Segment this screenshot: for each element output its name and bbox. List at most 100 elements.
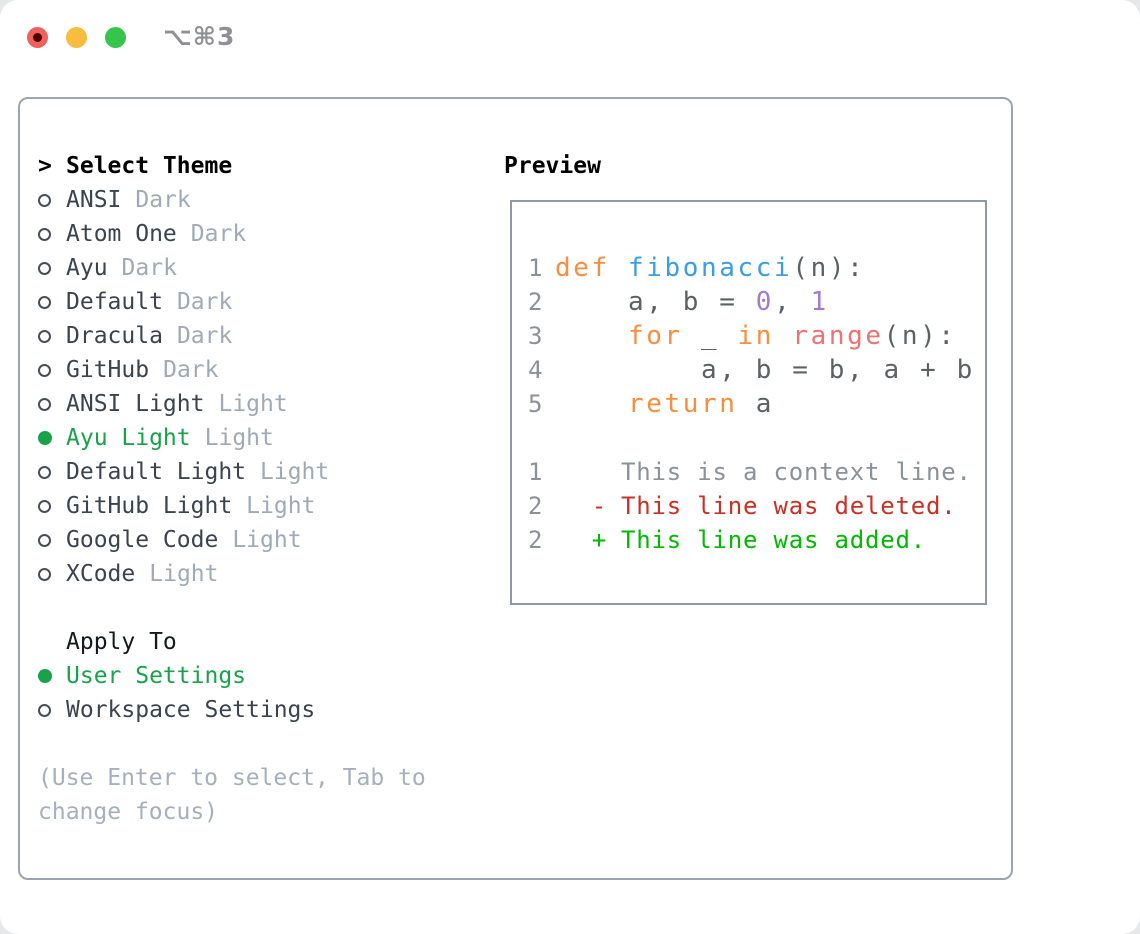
diff-lines: 1 This is a context line. 2 - This line was … — [528, 455, 985, 557]
line-number: 4 — [528, 356, 543, 384]
theme-item-label: GitHub Light — [66, 493, 233, 519]
menu-title-row: > Select Theme — [38, 149, 468, 183]
minimize-button-icon[interactable] — [66, 26, 87, 48]
theme-item-tag: Dark — [176, 289, 233, 315]
close-button-icon[interactable] — [27, 26, 48, 48]
radio-cell — [38, 353, 66, 387]
theme-item-tag: Light — [260, 459, 330, 485]
radio-cell — [38, 387, 66, 421]
window-shortcut-label: ⌥⌘3 — [163, 22, 236, 51]
diff-text: This is a context line. — [621, 458, 972, 486]
theme-item-label: GitHub — [66, 357, 150, 383]
line-number: 2 — [528, 526, 544, 554]
preview-title: Preview — [504, 153, 601, 179]
theme-item-label: Atom One — [66, 221, 177, 247]
code-line: 2 a, b = 0, 1 — [528, 285, 985, 319]
radio-icon — [38, 193, 51, 207]
theme-item-dracula[interactable]: Dracula Dark — [38, 319, 468, 353]
radio-icon — [38, 363, 51, 377]
radio-icon — [38, 397, 51, 411]
theme-item-ansi-light[interactable]: ANSI Light Light — [38, 387, 468, 421]
theme-item-google-code[interactable]: Google Code Light — [38, 523, 468, 557]
code-segment-text — [555, 387, 628, 421]
code-segment-number: 1 — [810, 287, 829, 317]
code-line: 1 def fibonacci (n): — [528, 251, 985, 285]
hint-text: (Use Enter to select, Tab to change focu… — [38, 765, 426, 825]
theme-item-label: ANSI — [66, 187, 122, 213]
theme-item-github[interactable]: GitHub Dark — [38, 353, 468, 387]
radio-icon — [38, 567, 51, 581]
code-segment-text: , — [774, 287, 811, 317]
radio-cell — [38, 693, 66, 727]
theme-item-tag: Light — [149, 561, 219, 587]
diff-mark: + — [591, 526, 607, 554]
theme-item-tag: Light — [204, 425, 274, 451]
radio-icon — [38, 703, 51, 717]
theme-item-github-light[interactable]: GitHub Light Light — [38, 489, 468, 523]
theme-item-label: Default Light — [66, 459, 247, 485]
radio-icon — [38, 227, 51, 241]
settings-panel: > Select Theme ANSI Dark Atom One Dark Ayu Da… — [18, 97, 1013, 880]
theme-item-ansi[interactable]: ANSI Dark — [38, 183, 468, 217]
apply-option-label: User Settings — [66, 663, 247, 689]
diff-mark — [555, 455, 607, 489]
radio-selected-icon — [38, 431, 52, 445]
code-line: 4 a, b = b, a + b — [528, 353, 985, 387]
line-number: 3 — [528, 322, 543, 350]
line-number: 1 — [528, 254, 543, 282]
apply-option-label: Workspace Settings — [66, 697, 316, 723]
radio-cell — [38, 455, 66, 489]
code-segment-text: _ — [682, 321, 738, 351]
menu-title: Select Theme — [66, 153, 233, 179]
code-segment-text — [555, 319, 628, 353]
diff-line-added: 2 + This line was added. — [528, 523, 985, 557]
code-segment-text: a, b = — [555, 287, 756, 317]
theme-item-label: Dracula — [66, 323, 163, 349]
theme-item-tag: Dark — [135, 187, 191, 213]
theme-item-label: XCode — [66, 561, 136, 587]
theme-item-label: Ayu — [66, 255, 108, 281]
theme-list: ANSI Dark Atom One Dark Ayu Dark Default Dark Dr… — [38, 183, 468, 591]
theme-item-ayu[interactable]: Ayu Dark — [38, 251, 468, 285]
zoom-button-icon[interactable] — [105, 26, 126, 48]
theme-item-tag: Dark — [163, 357, 219, 383]
theme-item-tag: Dark — [176, 323, 233, 349]
theme-item-label: Default — [66, 289, 163, 315]
theme-item-default-light[interactable]: Default Light Light — [38, 455, 468, 489]
code-segment-text: a, b = b, a + b — [555, 355, 975, 385]
radio-cell — [38, 659, 66, 693]
code-segment-text: (n): — [883, 321, 957, 351]
diff-line-context: 1 This is a context line. — [528, 455, 985, 489]
theme-item-tag: Dark — [190, 221, 247, 247]
blank-line — [528, 421, 985, 455]
line-number: 5 — [528, 390, 543, 418]
apply-option-user-settings[interactable]: User Settings — [38, 659, 468, 693]
code-segment-text: (n): — [792, 253, 866, 283]
theme-item-atom-one[interactable]: Atom One Dark — [38, 217, 468, 251]
radio-cell — [38, 489, 66, 523]
theme-item-ayu-light[interactable]: Ayu Light Light — [38, 421, 468, 455]
theme-item-label: Google Code — [66, 527, 219, 553]
line-number: 2 — [528, 492, 544, 520]
theme-item-default[interactable]: Default Dark — [38, 285, 468, 319]
code-segment-function: fibonacci — [628, 253, 793, 283]
theme-item-tag: Light — [246, 493, 316, 519]
code-segment-keyword: for — [628, 321, 683, 351]
line-number: 1 — [528, 458, 544, 486]
code-segment-keyword: return — [628, 389, 738, 419]
radio-cell — [38, 421, 66, 455]
code-segment-text — [774, 319, 792, 353]
radio-cell — [38, 319, 66, 353]
theme-item-xcode[interactable]: XCode Light — [38, 557, 468, 591]
code-line: 3 for _ in range (n): — [528, 319, 985, 353]
radio-selected-icon — [38, 669, 52, 683]
code-segment-builtin: range — [792, 321, 884, 351]
theme-item-tag: Light — [218, 391, 288, 417]
code-line: 5 return a — [528, 387, 985, 421]
diff-line-deleted: 2 - This line was deleted. — [528, 489, 985, 523]
radio-cell — [38, 557, 66, 591]
code-segment-keyword: in — [737, 321, 775, 351]
apply-option-workspace-settings[interactable]: Workspace Settings — [38, 693, 468, 727]
